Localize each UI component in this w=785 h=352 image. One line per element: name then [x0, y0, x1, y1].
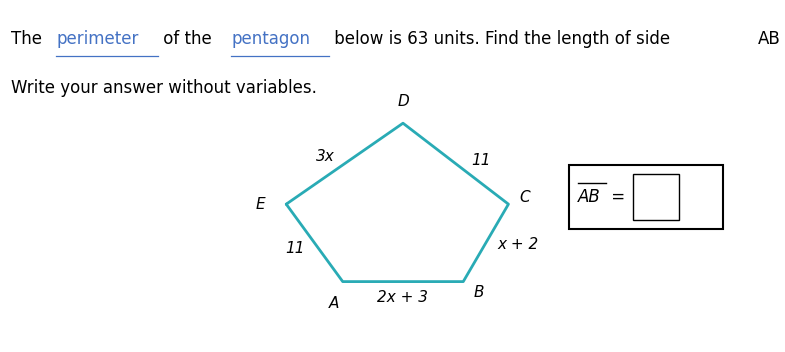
Text: C: C [520, 190, 531, 205]
Text: The: The [11, 30, 48, 48]
Text: 2x + 3: 2x + 3 [378, 290, 429, 306]
Text: B: B [474, 285, 484, 300]
Text: D: D [397, 94, 409, 109]
Text: =: = [606, 188, 625, 206]
Text: AB: AB [758, 30, 780, 48]
Bar [568, 165, 723, 229]
Text: 3x: 3x [316, 149, 335, 164]
Text: 11: 11 [471, 153, 491, 168]
Text: perimeter: perimeter [57, 30, 139, 48]
Text: x + 2: x + 2 [497, 237, 539, 252]
Text: E: E [256, 197, 265, 212]
Text: AB: AB [578, 188, 601, 206]
Text: A: A [328, 296, 339, 311]
Text: below is 63 units. Find the length of side: below is 63 units. Find the length of si… [329, 30, 675, 48]
Text: pentagon: pentagon [232, 30, 310, 48]
Text: 11: 11 [286, 241, 305, 256]
Bar [633, 174, 678, 220]
Text: of the: of the [158, 30, 217, 48]
Text: Write your answer without variables.: Write your answer without variables. [11, 79, 317, 97]
